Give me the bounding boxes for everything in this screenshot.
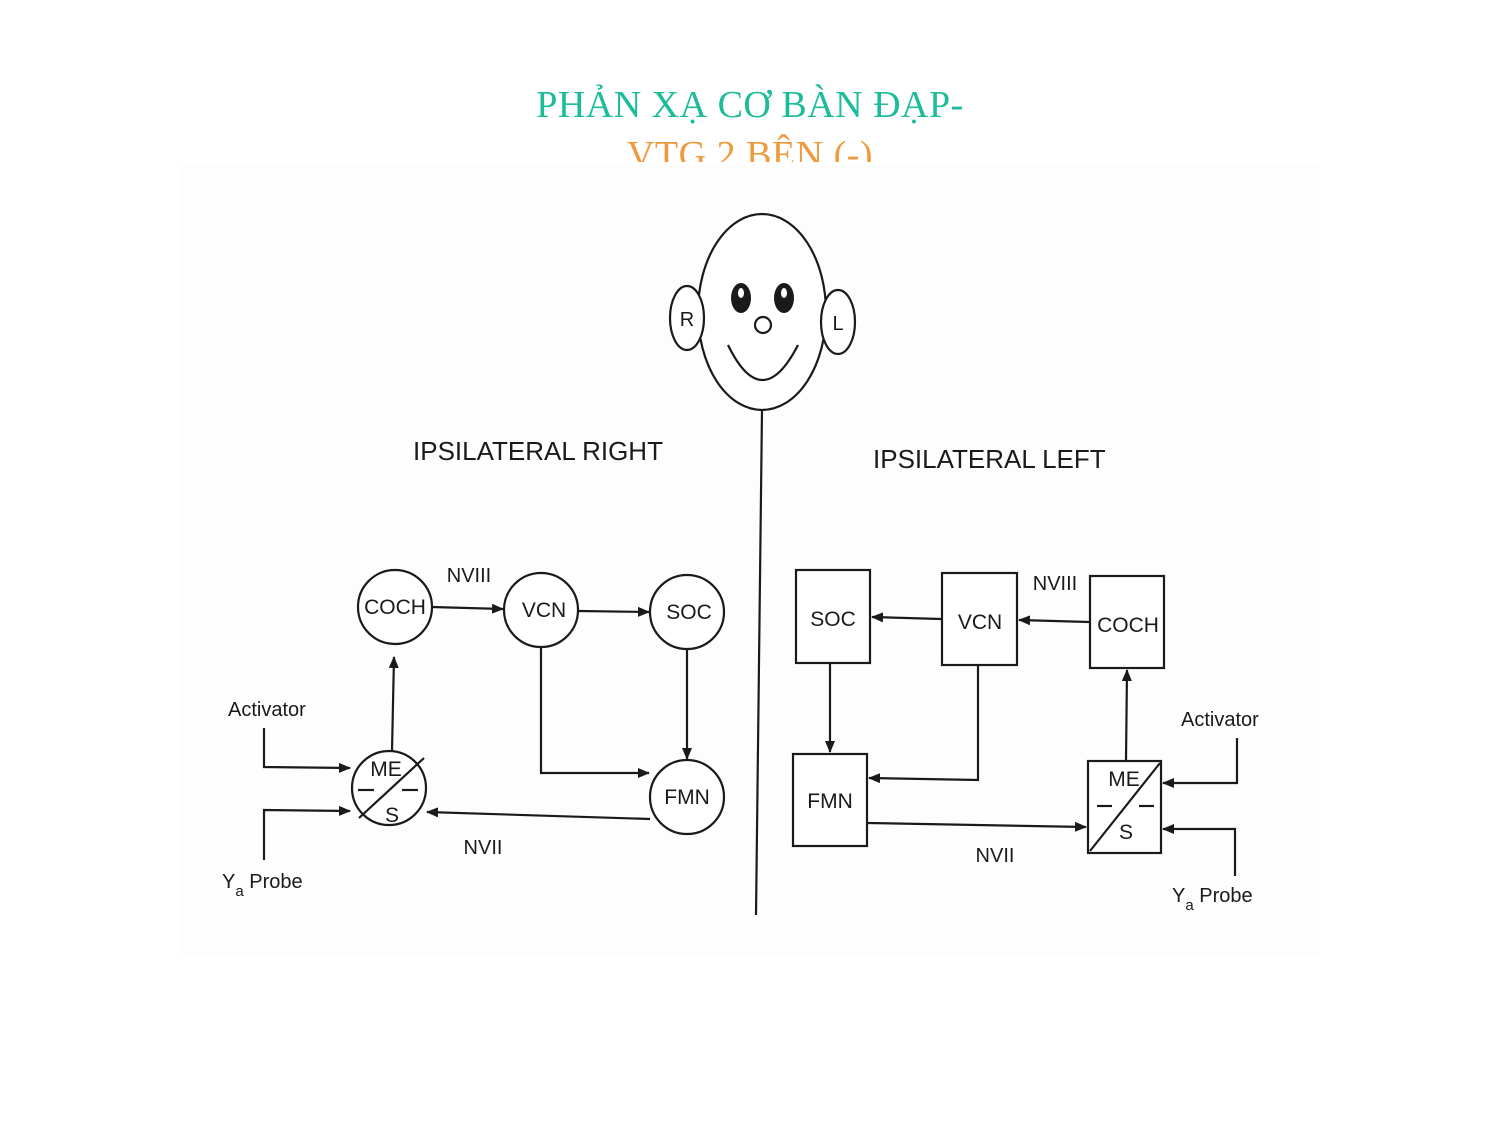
mouth [727,344,799,382]
left-ear-label: L [832,313,843,335]
node-soc-right-label: SOC [666,601,712,624]
midline-divider [754,409,764,916]
node-fmn-left-label: FMN [807,790,853,813]
arrow-activator-left [1162,738,1239,788]
nerve-nvii-left: NVII [976,845,1015,867]
title-line-2: VTG 2 BÊN (-) [626,134,874,162]
node-vcn-left [940,571,1019,667]
node-coch-left-label: COCH [1097,614,1159,637]
arrow-vcn-to-fmn-left [868,666,980,784]
arrow-coch-to-vcn-left [1018,615,1090,626]
activator-label-left: Activator [1181,709,1259,731]
arrow-fmn-to-me-right [426,807,651,821]
nerve-nviii-left: NVIII [1033,573,1077,595]
nerve-nvii-right: NVII [464,837,503,859]
activator-label-right: Activator [228,699,306,721]
node-fmn-right-label: FMN [664,786,710,809]
panel-ipsilateral-right: IPSILATERAL RIGHT COCH VCN SOC FMN ME S … [222,436,726,900]
node-coch-left [1088,574,1166,670]
arrow-probe-right [262,805,351,860]
nose [753,315,773,335]
node-vcn-left-label: VCN [958,611,1002,634]
node-me-right-label: ME [370,758,402,781]
probe-label-left: Ya Probe [1172,885,1253,914]
panel-ipsilateral-left: IPSILATERAL LEFT SOC VCN COCH FMN ME S N… [791,444,1259,914]
slide-title: PHẢN XẠ CƠ BÀN ĐẠP- VTG 2 BÊN (-) [0,80,1500,162]
arrow-activator-right [262,728,351,773]
right-ear [668,284,706,352]
node-vcn-right-label: VCN [522,599,566,622]
arrow-vcn-to-fmn-right [539,647,650,778]
node-fmn-right [648,758,726,836]
node-me-left-label: ME [1108,768,1140,791]
probe-label-right: Ya Probe [222,871,303,900]
node-s-left-label: S [1119,821,1133,844]
face-icon: R L [668,212,857,412]
left-ear [819,288,857,356]
nerve-nviii-right: NVIII [447,565,491,587]
right-ear-label: R [680,309,694,331]
arrow-fmn-to-me-left [867,821,1087,832]
arrow-me-to-coch-left [1121,669,1132,761]
node-s-right-label: S [385,804,399,827]
arrow-me-to-coch-right [388,656,399,752]
arrow-probe-left [1162,824,1237,876]
arrow-vcn-to-soc-right [577,606,650,617]
arrow-coch-to-vcn-right [431,603,504,614]
node-coch-right-label: COCH [364,596,426,619]
node-soc-left [794,568,872,665]
node-soc-left-label: SOC [810,608,856,631]
me-s-slash-left [1089,762,1161,852]
heading-ipsilateral-left: IPSILATERAL LEFT [873,444,1106,474]
title-line-1: PHẢN XẠ CƠ BÀN ĐẠP- [536,84,964,126]
arrow-vcn-to-soc-left [871,612,942,623]
heading-ipsilateral-right: IPSILATERAL RIGHT [413,436,663,466]
node-fmn-left [791,752,869,848]
me-s-slash-right [358,757,425,819]
